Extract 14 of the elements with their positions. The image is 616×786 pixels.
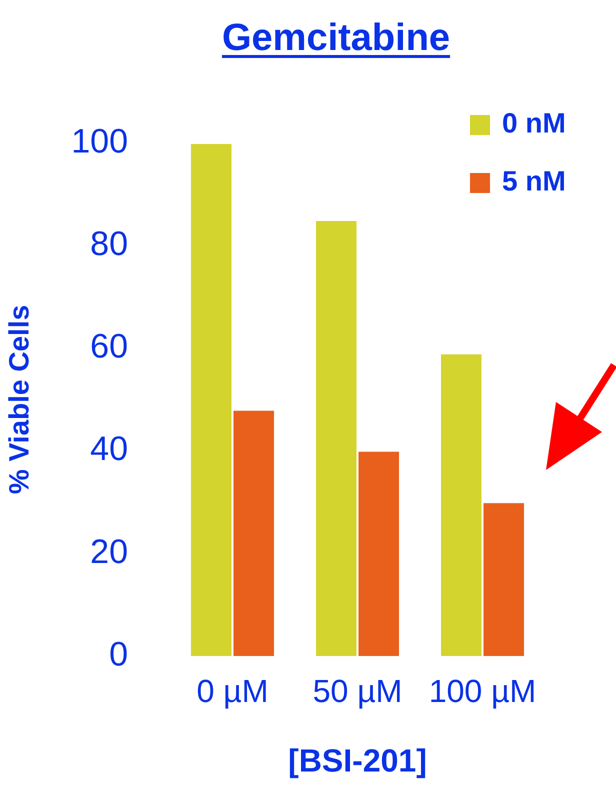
legend-label: 0 nM: [502, 108, 566, 139]
x-tick-label: 100 µM: [428, 673, 536, 710]
y-axis-title: % Viable Cells: [4, 304, 35, 494]
y-tick-label: 40: [90, 430, 128, 468]
x-tick-label: 50 µM: [312, 673, 402, 710]
x-tick-label: 0 µM: [196, 673, 268, 710]
y-tick-label: 60: [90, 328, 128, 366]
x-axis-title: [BSI-201]: [288, 742, 427, 779]
chart-title: Gemcitabine: [222, 17, 450, 59]
y-tick-label: 0: [109, 635, 128, 674]
y-tick-label: 20: [90, 532, 128, 571]
legend-label: 5 nM: [502, 166, 566, 197]
y-tick-label: 100: [71, 122, 128, 160]
y-tick-label: 80: [90, 224, 128, 263]
